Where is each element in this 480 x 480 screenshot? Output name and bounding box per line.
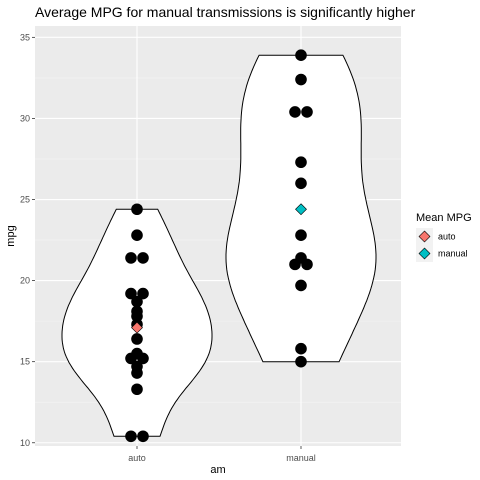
x-tick-label: manual — [286, 453, 316, 463]
legend-label-manual: manual — [438, 249, 468, 259]
chart-title: Average MPG for manual transmissions is … — [35, 4, 416, 20]
data-point-auto — [131, 360, 143, 373]
data-point-manual — [295, 252, 307, 264]
data-point-manual — [295, 49, 307, 61]
x-tick-label: auto — [128, 453, 146, 463]
legend-label-auto: auto — [438, 232, 456, 242]
data-point-manual — [295, 279, 307, 292]
data-point-auto — [137, 287, 149, 300]
legend-key-manual — [418, 247, 431, 260]
mean-marker-manual — [295, 203, 307, 216]
y-tick-label: 30 — [20, 113, 30, 123]
data-point-auto — [125, 252, 137, 264]
y-tick-label: 25 — [20, 195, 30, 205]
data-point-manual — [289, 106, 301, 118]
y-tick-label: 35 — [20, 32, 30, 42]
mean-markers — [131, 203, 307, 334]
x-tick-labels: auto manual — [128, 446, 316, 463]
x-axis-label: am — [210, 464, 225, 476]
data-point-auto — [125, 430, 137, 443]
data-point-manual — [295, 156, 307, 169]
data-point-manual — [295, 342, 307, 355]
data-point-auto — [131, 305, 143, 318]
data-point-auto — [131, 347, 143, 360]
data-point-auto — [131, 295, 143, 308]
y-tick-label: 20 — [20, 276, 30, 286]
legend-key-auto — [418, 230, 431, 243]
mean-marker-auto — [131, 321, 143, 334]
data-point-manual — [295, 355, 307, 368]
y-tick-label: 15 — [20, 357, 30, 367]
data-point-manual — [295, 73, 307, 86]
data-point-auto — [125, 287, 137, 300]
data-point-manual — [295, 177, 307, 190]
legend-title: Mean MPG — [416, 212, 472, 224]
data-point-auto — [137, 430, 149, 443]
y-tick-label: 10 — [20, 438, 30, 448]
data-point-auto — [131, 333, 143, 345]
legend: Mean MPG auto manual — [416, 212, 472, 262]
data-point-manual — [295, 229, 307, 241]
data-point-manual — [301, 106, 313, 118]
data-point-auto — [131, 383, 143, 396]
y-axis-label: mpg — [5, 225, 17, 246]
y-tick-labels: 10 15 20 25 30 35 — [20, 32, 35, 448]
data-point-auto — [137, 252, 149, 264]
data-point-auto — [131, 203, 143, 216]
data-point-auto — [131, 229, 143, 241]
